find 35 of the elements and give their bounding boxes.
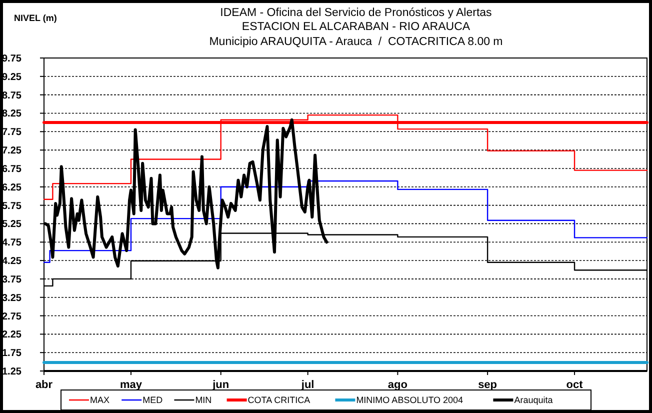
legend-label: MED	[142, 395, 164, 406]
legend-label: COTA CRITICA	[248, 395, 310, 406]
y-tick-label: 1.25	[2, 366, 22, 378]
y-tick-label: 2.25	[2, 330, 22, 341]
y-tick-label: 1.75	[2, 348, 22, 360]
chart-subtitle: ESTACION EL ALCARABAN - RIO ARAUCA	[242, 21, 470, 33]
y-tick-label: 4.75	[2, 238, 22, 249]
y-tick-label: 5.25	[2, 219, 22, 230]
chart-title: IDEAM - Oficina del Servicio de Pronósticos y Alertas	[220, 7, 492, 19]
x-tick-label: abr	[35, 379, 54, 391]
y-tick-label: 6.25	[2, 182, 22, 194]
x-tick-label: jun	[212, 379, 230, 391]
y-tick-label: 7.25	[2, 146, 22, 157]
x-tick-label: sep	[478, 379, 498, 391]
x-tick-label: may	[120, 379, 143, 391]
y-tick-label: 9.25	[2, 72, 22, 83]
legend-label: MINIMO ABSOLUTO 2004	[356, 395, 464, 406]
x-tick-label: oct	[566, 379, 584, 391]
legend-label: Arauquita	[514, 395, 553, 406]
y-axis-title: NIVEL (m)	[14, 13, 57, 23]
text: Municipio ARAUQUITA - Arauca / COTACRITICA 8.00 m	[209, 36, 503, 48]
x-tick-label: jul	[300, 379, 314, 391]
y-tick-label: 4.25	[2, 256, 22, 268]
y-tick-label: 8.75	[2, 90, 22, 102]
y-tick-label: 7.75	[2, 127, 22, 138]
y-tick-label: 9.75	[2, 54, 22, 64]
y-tick-label: 2.75	[2, 311, 22, 322]
x-tick-label: ago	[388, 379, 408, 391]
y-tick-label: 3.25	[2, 292, 22, 304]
y-tick-label: 6.75	[2, 164, 22, 175]
legend-label: MAX	[90, 395, 110, 406]
y-tick-label: 8.25	[2, 108, 22, 120]
y-tick-label: 5.75	[2, 200, 22, 212]
legend-label: MIN	[195, 395, 212, 406]
y-tick-label: 3.75	[2, 274, 22, 286]
